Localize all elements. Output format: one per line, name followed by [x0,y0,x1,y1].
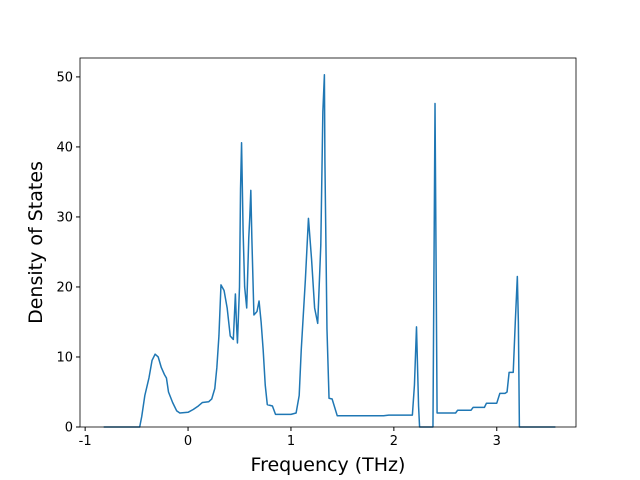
y-tick-label: 40 [56,140,73,155]
y-axis-label: Density of States [25,161,47,324]
x-tick-label: 1 [287,434,295,449]
line [103,74,556,428]
axes-frame [79,57,577,428]
x-tick-label: 3 [493,434,501,449]
y-tick-label: 30 [56,210,73,225]
x-tick-label: 2 [390,434,398,449]
y-tick-label: 50 [56,70,73,85]
x-tick-label: 0 [184,434,192,449]
y-tick-label: 20 [56,280,73,295]
x-tick-label: -1 [79,434,92,449]
y-tick-label: 0 [65,421,73,436]
y-tick-label: 10 [56,350,73,365]
x-axis-label: Frequency (THz) [251,454,406,476]
